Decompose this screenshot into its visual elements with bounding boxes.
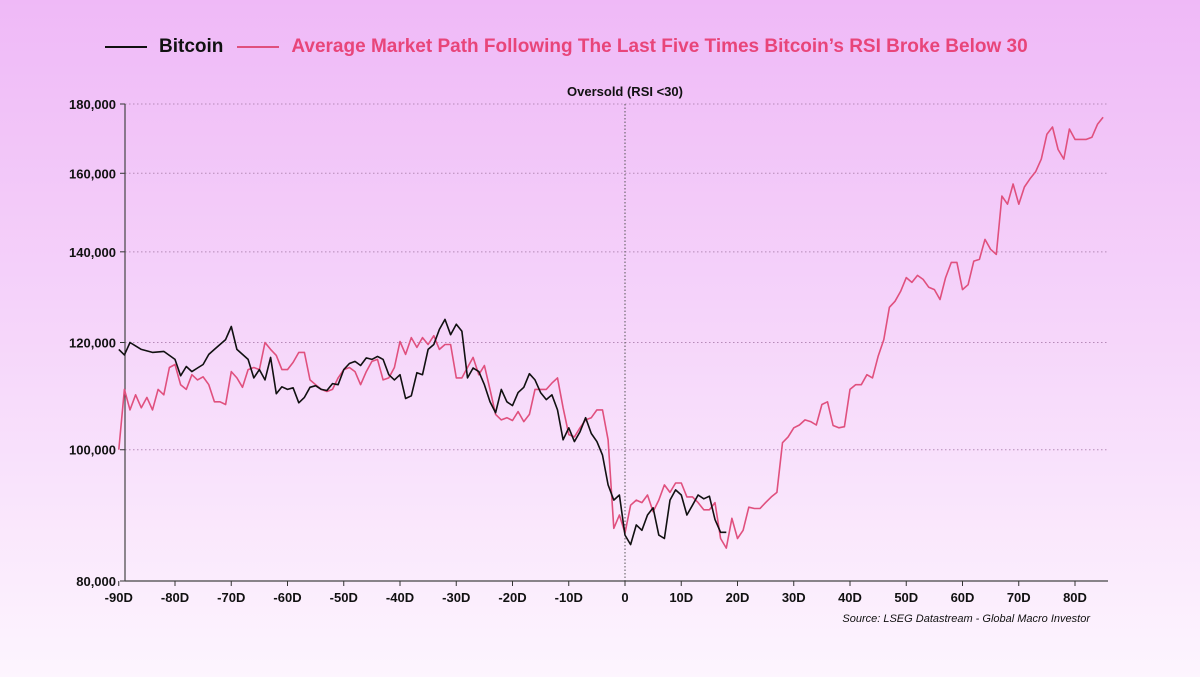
legend-swatch-average-path (237, 46, 280, 48)
x-tick-label: -20D (498, 590, 526, 605)
x-tick-label: 10D (669, 590, 693, 605)
y-tick-label: 120,000 (69, 336, 116, 351)
x-tick-label: 20D (726, 590, 750, 605)
x-tick-label: -90D (105, 590, 133, 605)
legend-label-average-path: Average Market Path Following The Last F… (291, 36, 1028, 57)
legend: Bitcoin Average Market Path Following Th… (105, 36, 1042, 58)
x-tick-label: -80D (161, 590, 189, 605)
bitcoin-line (118, 318, 727, 546)
y-tick-label: 80,000 (76, 574, 116, 589)
average-path-line (118, 116, 1104, 549)
x-tick-label: -70D (217, 590, 245, 605)
oversold-annotation: Oversold (RSI <30) (567, 84, 683, 99)
y-tick-label: 100,000 (69, 443, 116, 458)
source-note: Source: LSEG Datastream - Global Macro I… (842, 613, 1090, 625)
x-tick-label: 60D (951, 590, 975, 605)
y-tick-label: 140,000 (69, 245, 116, 260)
x-tick-label: -50D (330, 590, 358, 605)
y-tick-label: 160,000 (69, 166, 116, 181)
legend-item-average-path: Average Market Path Following The Last F… (237, 36, 1028, 58)
x-tick-label: 0 (621, 590, 628, 605)
legend-label-bitcoin: Bitcoin (159, 36, 224, 57)
x-tick-label: 70D (1007, 590, 1031, 605)
x-tick-label: 30D (782, 590, 806, 605)
legend-swatch-bitcoin (105, 46, 147, 48)
axes: 80,000 100,000 120,000 140,000 160,000 180,00… (69, 97, 1108, 605)
x-tick-label: 40D (838, 590, 862, 605)
x-tick-label: 50D (894, 590, 918, 605)
series-lines (118, 116, 1104, 549)
y-tick-label: 180,000 (69, 97, 116, 112)
x-tick-label: 80D (1063, 590, 1087, 605)
x-tick-label: -40D (386, 590, 414, 605)
x-tick-label: -60D (273, 590, 301, 605)
x-tick-label: -30D (442, 590, 470, 605)
legend-item-bitcoin: Bitcoin (105, 36, 223, 58)
x-tick-label: -10D (555, 590, 583, 605)
